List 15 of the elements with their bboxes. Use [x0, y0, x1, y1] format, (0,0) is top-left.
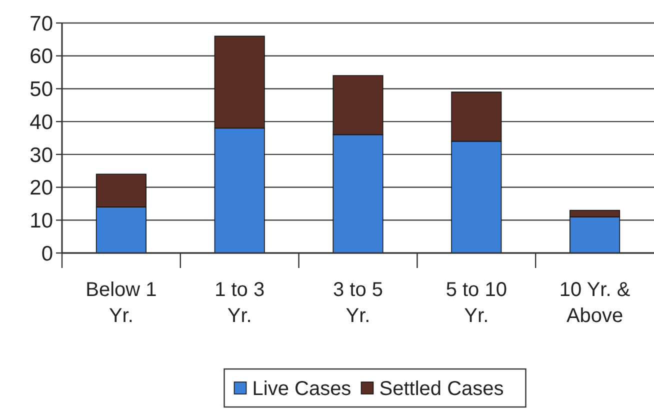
y-tick-label: 60	[30, 45, 53, 68]
legend-label: Live Cases	[252, 378, 352, 400]
y-tick-label: 30	[30, 144, 53, 167]
x-tick-label: 3 to 5 Yr.	[332, 279, 384, 327]
x-tick-label: 5 to 10 Yr.	[446, 279, 507, 327]
y-tick-label: 40	[30, 110, 53, 134]
y-tick-label: 10	[30, 209, 53, 232]
legend-label: Settled Cases	[379, 378, 504, 400]
y-tick-label: 20	[30, 176, 53, 200]
y-tick-label: 70	[30, 12, 53, 36]
x-tick-label: 10 Yr. & Above	[559, 279, 631, 327]
y-tick-label: 0	[41, 242, 53, 266]
x-tick-label: Below 1 Yr.	[86, 279, 157, 327]
x-tick-label: 1 to 3 Yr.	[214, 279, 265, 327]
y-tick-label: 50	[30, 78, 53, 102]
